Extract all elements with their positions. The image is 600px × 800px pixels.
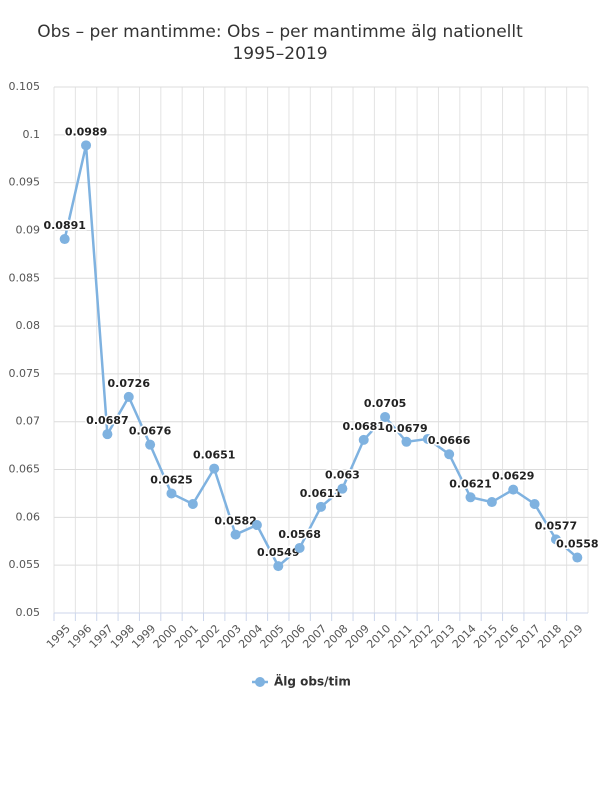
x-tick-label: 2012 bbox=[407, 622, 436, 651]
point bbox=[230, 529, 241, 540]
x-tick-label: 2002 bbox=[193, 622, 222, 651]
legend-label: Älg obs/tim bbox=[274, 674, 351, 689]
x-tick-label: 2018 bbox=[535, 622, 564, 651]
y-tick-label: 0.05 bbox=[16, 606, 41, 619]
y-tick-label: 0.075 bbox=[9, 367, 41, 380]
point bbox=[123, 391, 134, 402]
chart-title: Obs – per mantimme: Obs – per mantimme ä… bbox=[37, 22, 523, 42]
x-tick-label: 2014 bbox=[450, 622, 479, 651]
y-tick-label: 0.07 bbox=[16, 415, 41, 428]
point bbox=[102, 429, 113, 440]
data-label: 0.0568 bbox=[278, 528, 320, 541]
point bbox=[145, 439, 156, 450]
x-tick-label: 2005 bbox=[258, 622, 287, 651]
point bbox=[166, 488, 177, 499]
x-tick-label: 2000 bbox=[151, 622, 180, 651]
point bbox=[529, 498, 540, 509]
x-tick-label: 2016 bbox=[492, 622, 521, 651]
point bbox=[187, 498, 198, 509]
point bbox=[358, 434, 369, 445]
data-label: 0.0681 bbox=[342, 420, 384, 433]
data-label: 0.0705 bbox=[364, 397, 406, 410]
y-tick-label: 0.065 bbox=[9, 463, 41, 476]
point bbox=[465, 492, 476, 503]
y-tick-label: 0.105 bbox=[9, 80, 41, 93]
data-label: 0.0621 bbox=[449, 477, 491, 490]
y-tick-label: 0.095 bbox=[9, 176, 41, 189]
point bbox=[294, 542, 305, 553]
x-tick-label: 2010 bbox=[364, 622, 393, 651]
x-tick-label: 1997 bbox=[87, 622, 116, 651]
chart-title: 1995–2019 bbox=[232, 44, 327, 64]
y-tick-label: 0.1 bbox=[23, 128, 41, 141]
data-label: 0.0989 bbox=[65, 125, 107, 138]
x-tick-label: 2011 bbox=[386, 622, 415, 651]
point bbox=[508, 484, 519, 495]
data-label: 0.063 bbox=[325, 469, 360, 482]
data-label: 0.0629 bbox=[492, 470, 534, 483]
data-label: 0.0582 bbox=[214, 515, 256, 528]
point bbox=[316, 501, 326, 512]
x-tick-label: 1996 bbox=[65, 622, 94, 651]
point bbox=[273, 561, 284, 572]
y-tick-label: 0.055 bbox=[9, 558, 41, 571]
x-tick-label: 2019 bbox=[557, 622, 586, 651]
data-label: 0.0676 bbox=[129, 425, 172, 438]
data-label: 0.0891 bbox=[43, 219, 85, 232]
x-tick-label: 1995 bbox=[44, 622, 73, 651]
data-label: 0.0679 bbox=[385, 422, 427, 435]
point bbox=[572, 552, 583, 563]
x-tick-label: 2003 bbox=[215, 622, 244, 651]
data-label: 0.0577 bbox=[535, 519, 577, 532]
y-tick-label: 0.08 bbox=[16, 319, 41, 332]
point bbox=[550, 534, 561, 545]
point bbox=[422, 433, 433, 444]
data-label: 0.0549 bbox=[257, 546, 299, 559]
data-label: 0.0558 bbox=[556, 538, 598, 551]
point bbox=[401, 436, 412, 447]
x-tick-label: 2017 bbox=[514, 622, 543, 651]
x-tick-label: 2009 bbox=[343, 622, 372, 651]
point bbox=[251, 520, 262, 531]
legend-marker bbox=[255, 677, 265, 687]
data-label: 0.0687 bbox=[86, 414, 128, 427]
x-tick-label: 2001 bbox=[172, 622, 201, 651]
y-tick-label: 0.09 bbox=[16, 223, 41, 236]
x-tick-label: 2008 bbox=[322, 622, 351, 651]
data-label: 0.0651 bbox=[193, 449, 235, 462]
point bbox=[337, 483, 348, 494]
x-tick-label: 2007 bbox=[300, 622, 329, 651]
y-tick-label: 0.06 bbox=[16, 510, 41, 523]
y-tick-label: 0.085 bbox=[9, 271, 41, 284]
x-tick-label: 2013 bbox=[428, 622, 457, 651]
point bbox=[59, 234, 70, 245]
x-tick-label: 2006 bbox=[279, 622, 308, 651]
point bbox=[380, 411, 391, 422]
x-tick-label: 2015 bbox=[471, 622, 500, 651]
point bbox=[209, 463, 220, 474]
data-label: 0.0666 bbox=[428, 434, 471, 447]
x-tick-label: 1999 bbox=[129, 622, 158, 651]
point bbox=[444, 449, 455, 460]
x-tick-label: 2004 bbox=[236, 622, 265, 651]
data-label: 0.0726 bbox=[108, 377, 151, 390]
point bbox=[486, 497, 497, 508]
point bbox=[81, 140, 92, 151]
x-tick-label: 1998 bbox=[108, 622, 137, 651]
data-label: 0.0611 bbox=[300, 487, 342, 500]
data-label: 0.0625 bbox=[150, 473, 192, 486]
